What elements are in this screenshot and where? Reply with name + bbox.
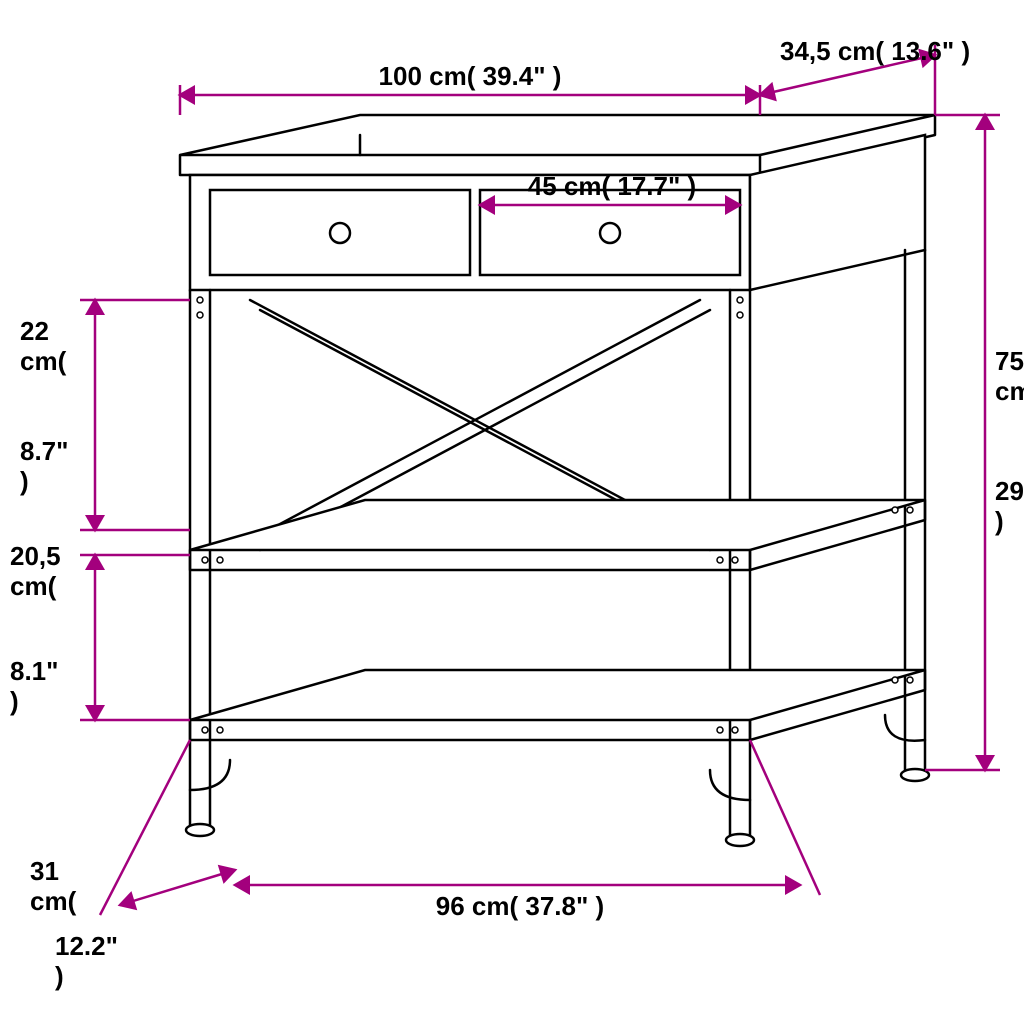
dim-shelf-span: 96 cm( 37.8" ) bbox=[436, 891, 604, 921]
svg-text:): ) bbox=[10, 686, 19, 716]
svg-text:): ) bbox=[55, 961, 64, 991]
svg-text:22: 22 bbox=[20, 316, 49, 346]
dim-width-top: 100 cm( 39.4" ) bbox=[379, 61, 562, 91]
svg-text:): ) bbox=[995, 506, 1004, 536]
svg-text:8.7": 8.7" bbox=[20, 436, 68, 466]
svg-text:): ) bbox=[20, 466, 29, 496]
svg-text:12.2": 12.2" bbox=[55, 931, 118, 961]
dim-depth-top: 34,5 cm( 13.6" ) bbox=[780, 36, 970, 66]
dim-drawer-width: 45 cm( 17.7" ) bbox=[528, 171, 696, 201]
console-table bbox=[180, 115, 935, 846]
svg-text:cm(: cm( bbox=[10, 571, 57, 601]
dimension-diagram: 100 cm( 39.4" ) 34,5 cm( 13.6" ) 45 cm( … bbox=[0, 0, 1024, 1024]
svg-text:20,5: 20,5 bbox=[10, 541, 61, 571]
svg-text:cm(: cm( bbox=[30, 886, 77, 916]
svg-text:29.5": 29.5" bbox=[995, 476, 1024, 506]
svg-text:31: 31 bbox=[30, 856, 59, 886]
dim-height-right-a: 75 bbox=[995, 346, 1024, 376]
svg-text:cm(: cm( bbox=[20, 346, 67, 376]
svg-text:8.1": 8.1" bbox=[10, 656, 58, 686]
svg-text:cm(: cm( bbox=[995, 376, 1024, 406]
